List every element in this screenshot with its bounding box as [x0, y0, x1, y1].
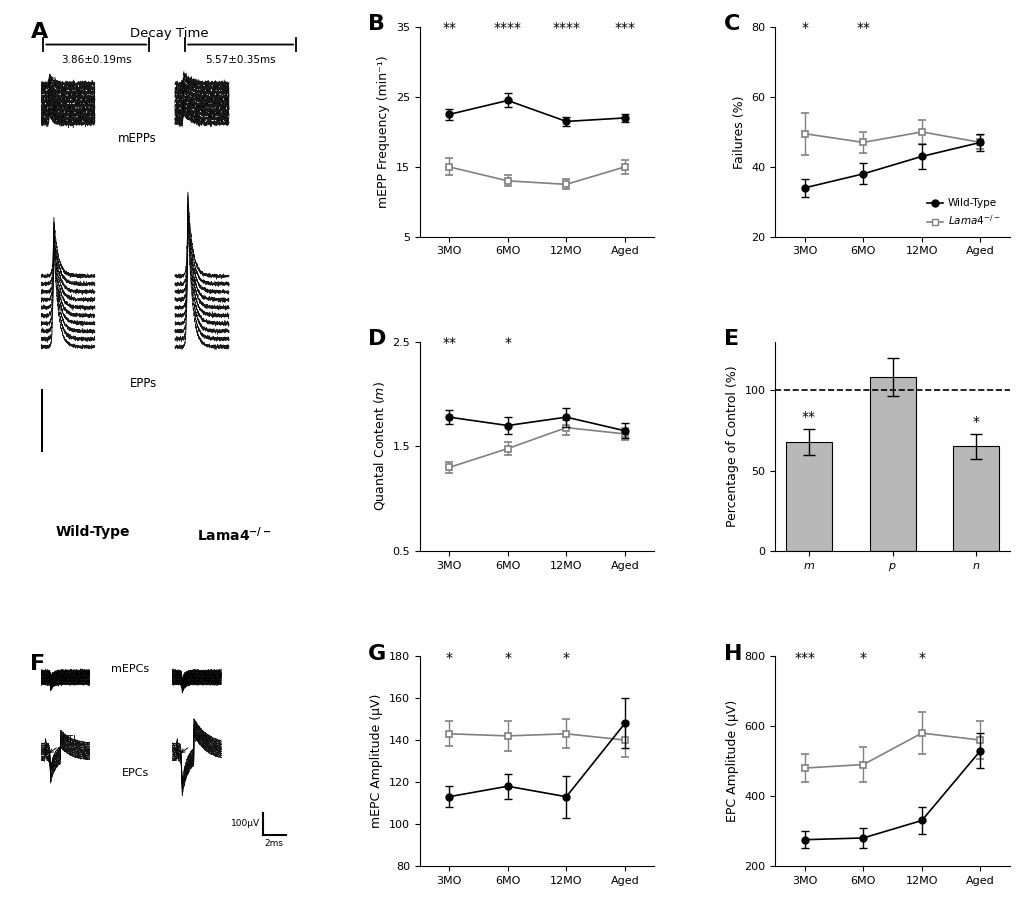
Text: NTI: NTI: [50, 735, 76, 752]
Text: mEPPs: mEPPs: [118, 132, 157, 145]
Text: C: C: [723, 14, 740, 34]
Text: NTI: NTI: [181, 735, 208, 752]
Y-axis label: Quantal Content ($m$): Quantal Content ($m$): [371, 382, 386, 511]
Text: mEPCs: mEPCs: [111, 665, 149, 675]
Text: F: F: [31, 654, 46, 674]
Legend: Wild-Type, $Lama4^{-/-}$: Wild-Type, $Lama4^{-/-}$: [922, 194, 1004, 232]
Y-axis label: Percentage of Control (%): Percentage of Control (%): [726, 365, 739, 528]
Bar: [786, 442, 832, 551]
Text: A: A: [31, 22, 48, 41]
Text: **: **: [801, 410, 815, 424]
Text: $\mathbf{Lama}\mathbf{4^{-/-}}$: $\mathbf{Lama}\mathbf{4^{-/-}}$: [197, 525, 271, 544]
Text: *: *: [503, 336, 511, 350]
Text: *: *: [972, 415, 978, 428]
Text: **: **: [441, 22, 455, 35]
Text: **: **: [441, 336, 455, 350]
Text: *: *: [445, 650, 452, 665]
Text: Decay Time: Decay Time: [130, 27, 209, 41]
Text: H: H: [723, 644, 742, 664]
Bar: [952, 446, 999, 551]
Text: D: D: [368, 329, 386, 349]
Text: E: E: [723, 329, 738, 349]
Text: Wild-Type: Wild-Type: [55, 525, 129, 539]
Text: 3.86±0.19ms: 3.86±0.19ms: [61, 55, 131, 66]
Text: EPCs: EPCs: [121, 769, 149, 778]
Text: ***: ***: [613, 22, 635, 35]
Y-axis label: EPC Amplitude (μV): EPC Amplitude (μV): [726, 700, 738, 823]
Text: *: *: [917, 650, 924, 665]
Text: ****: ****: [551, 22, 580, 35]
Text: 100μV: 100μV: [230, 820, 260, 828]
Text: **: **: [855, 22, 869, 35]
Text: B: B: [368, 14, 385, 34]
Text: *: *: [562, 650, 570, 665]
Text: 5.57±0.35ms: 5.57±0.35ms: [205, 55, 276, 66]
Text: G: G: [368, 644, 386, 664]
Y-axis label: mEPC Amplitude (μV): mEPC Amplitude (μV): [370, 694, 383, 828]
Text: EPPs: EPPs: [129, 377, 157, 390]
Y-axis label: Failures (%): Failures (%): [733, 96, 745, 169]
Text: ***: ***: [794, 650, 814, 665]
Text: ****: ****: [493, 22, 521, 35]
Bar: [869, 377, 915, 551]
Y-axis label: mEPP Frequency (min⁻¹): mEPP Frequency (min⁻¹): [377, 56, 390, 208]
Text: *: *: [859, 650, 866, 665]
Text: 2ms: 2ms: [264, 840, 283, 849]
Text: *: *: [800, 22, 807, 35]
Text: *: *: [503, 650, 511, 665]
